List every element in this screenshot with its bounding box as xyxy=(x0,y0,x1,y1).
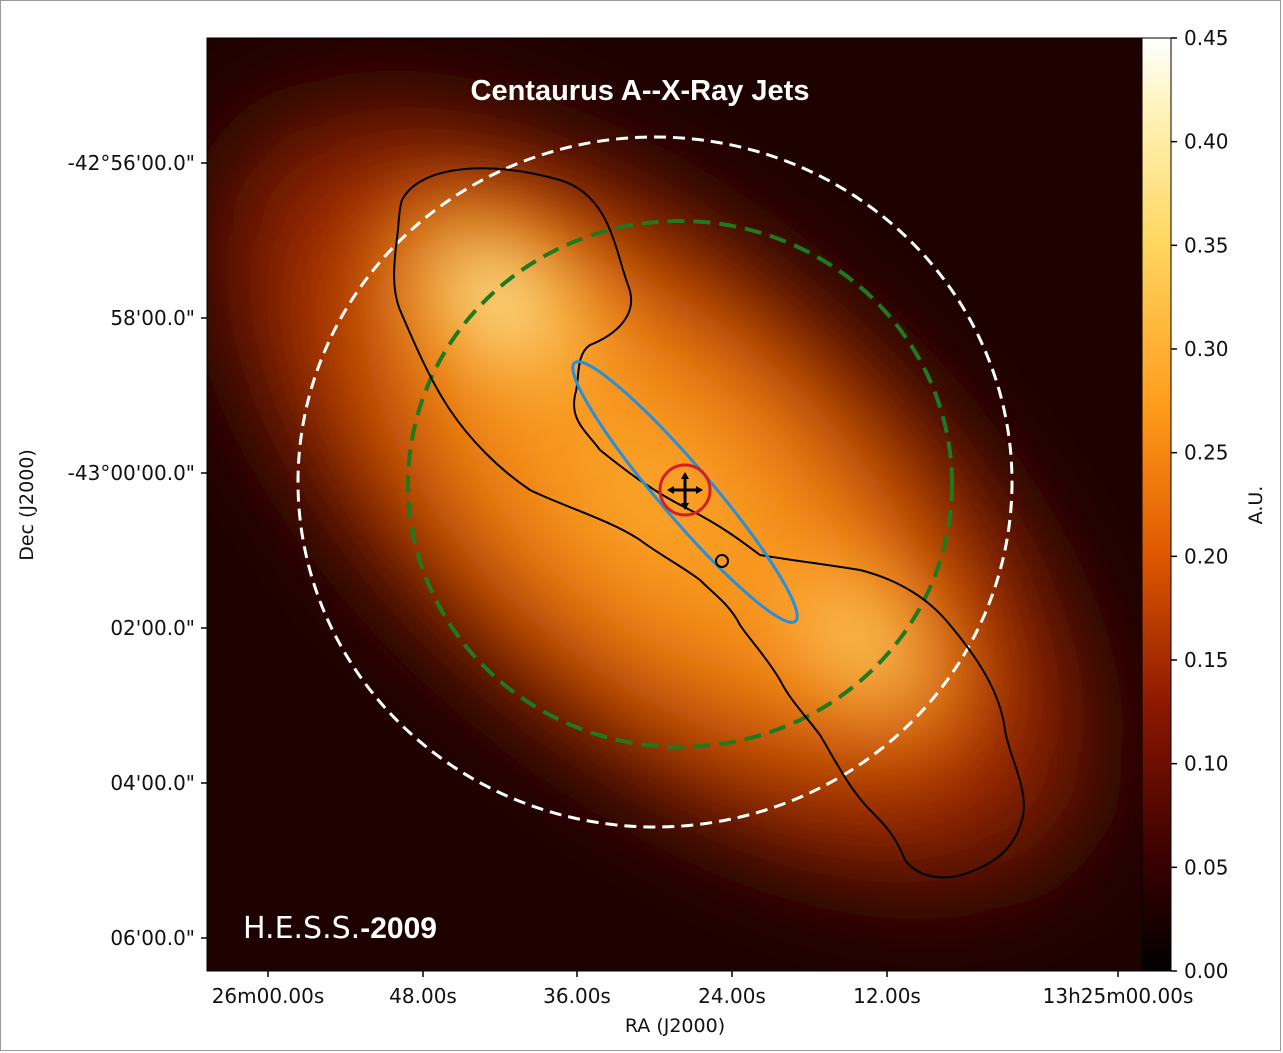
colorbar-tick-label: 0.40 xyxy=(1184,130,1229,154)
white-dashed-ellipse xyxy=(296,135,1014,829)
small-source-circle xyxy=(715,554,729,568)
x-axis: 26m00.00s 48.00s 36.00s 24.00s 12.00s 13h25m0… xyxy=(212,971,1194,1008)
colorbar-tick-label: 0.25 xyxy=(1184,441,1229,465)
x-tick-label: 48.00s xyxy=(389,984,457,1008)
hess-annotation: H.E.S.S.-2009 xyxy=(243,911,437,946)
y-tick-label: -42°56'00.0" xyxy=(68,151,195,175)
colorbar-tick-label: 0.20 xyxy=(1184,544,1229,568)
colorbar-axis: 0.00 0.05 0.10 0.15 0.20 0.25 0.30 0.35 0.40 0.45 xyxy=(1171,26,1229,983)
hess-label: H.E.S.S. xyxy=(243,911,360,946)
y-axis-label: Dec (J2000) xyxy=(16,449,38,561)
x-axis-label: RA (J2000) xyxy=(625,1015,725,1037)
x-tick-label: 36.00s xyxy=(543,984,611,1008)
x-tick-label: 24.00s xyxy=(698,984,766,1008)
radio-contour xyxy=(393,167,1025,879)
colorbar xyxy=(1141,37,1172,972)
colorbar-label: A.U. xyxy=(1245,486,1267,525)
colorbar-tick-label: 0.15 xyxy=(1184,648,1229,672)
colorbar-tick-label: 0.05 xyxy=(1184,855,1229,879)
green-dashed-ellipse xyxy=(406,219,954,749)
y-tick-label: 02'00.0" xyxy=(110,616,195,640)
crosshair-marker xyxy=(667,472,703,510)
x-tick-label: 12.00s xyxy=(853,984,921,1008)
heatmap xyxy=(207,38,1142,971)
y-tick-label: 58'00.0" xyxy=(110,306,195,330)
chart-title: Centaurus A--X-Ray Jets xyxy=(471,75,810,107)
y-axis: -42°56'00.0" 58'00.0" -43°00'00.0" 02'00.0"… xyxy=(68,151,207,950)
colorbar-tick-label: 0.35 xyxy=(1184,233,1229,257)
colorbar-tick-label: 0.10 xyxy=(1184,752,1229,776)
y-tick-label: 04'00.0" xyxy=(110,771,195,795)
colorbar-tick-label: 0.30 xyxy=(1184,337,1229,361)
y-tick-label: 06'00.0" xyxy=(110,926,195,950)
x-tick-label: 26m00.00s xyxy=(212,984,325,1008)
hess-year: -2009 xyxy=(360,912,437,945)
colorbar-tick-label: 0.45 xyxy=(1184,26,1229,50)
colorbar-tick-label: 0.00 xyxy=(1184,959,1229,983)
y-tick-label: -43°00'00.0" xyxy=(68,461,195,485)
red-position-circle xyxy=(658,463,712,517)
x-tick-label: 13h25m00.00s xyxy=(1043,984,1194,1008)
